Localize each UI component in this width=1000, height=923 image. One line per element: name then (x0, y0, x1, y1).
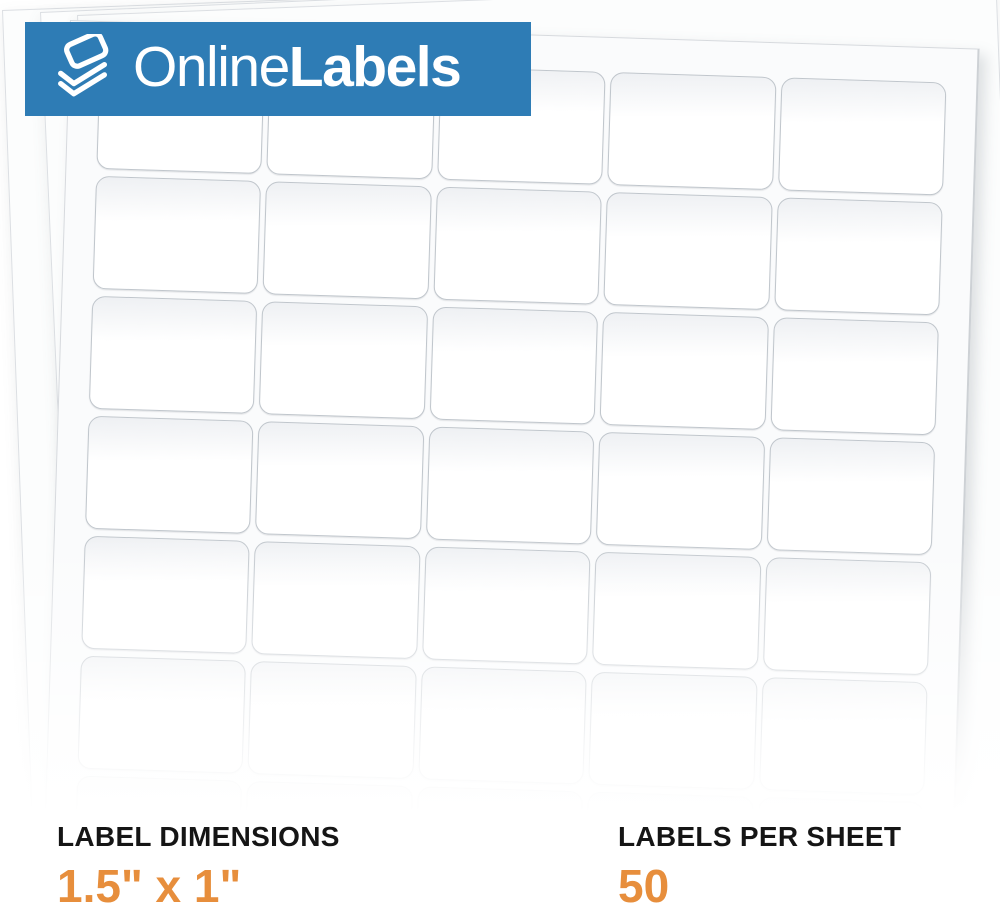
label-cell (421, 546, 591, 665)
label-cell (73, 775, 243, 894)
label-cell (588, 671, 758, 790)
label-cell (251, 541, 421, 660)
label-cell (259, 301, 428, 420)
label-sheet-front (42, 20, 980, 923)
label-cell (425, 426, 595, 545)
label-cell (762, 557, 932, 676)
label-cell (754, 797, 924, 916)
label-cell (770, 317, 939, 436)
label-cell (262, 181, 432, 300)
label-cell (766, 437, 936, 556)
label-cell (85, 415, 254, 534)
label-cell (418, 666, 587, 785)
label-cell (244, 780, 413, 900)
label-cell (758, 677, 928, 796)
label-cell (773, 197, 943, 316)
brand-name: OnlineLabels (133, 38, 462, 100)
label-cell (595, 431, 765, 550)
label-cell (92, 175, 262, 295)
stacked-labels-icon (58, 34, 109, 97)
label-cell (255, 421, 425, 540)
label-cell (592, 551, 762, 670)
label-cell (599, 311, 769, 431)
brand-name-bold: Labels (288, 34, 462, 99)
label-grid (73, 55, 947, 916)
label-cell (607, 72, 777, 191)
label-cell (414, 786, 584, 905)
label-cell (81, 535, 251, 654)
label-cell (603, 191, 773, 311)
brand-banner: OnlineLabels (25, 22, 531, 116)
label-cell (433, 186, 603, 305)
label-cell (429, 306, 599, 425)
brand-name-regular: Online (133, 34, 290, 99)
label-cell (88, 295, 258, 414)
label-cell (777, 77, 947, 196)
label-cell (247, 661, 417, 780)
label-cell (584, 791, 754, 910)
label-cell (77, 655, 247, 774)
